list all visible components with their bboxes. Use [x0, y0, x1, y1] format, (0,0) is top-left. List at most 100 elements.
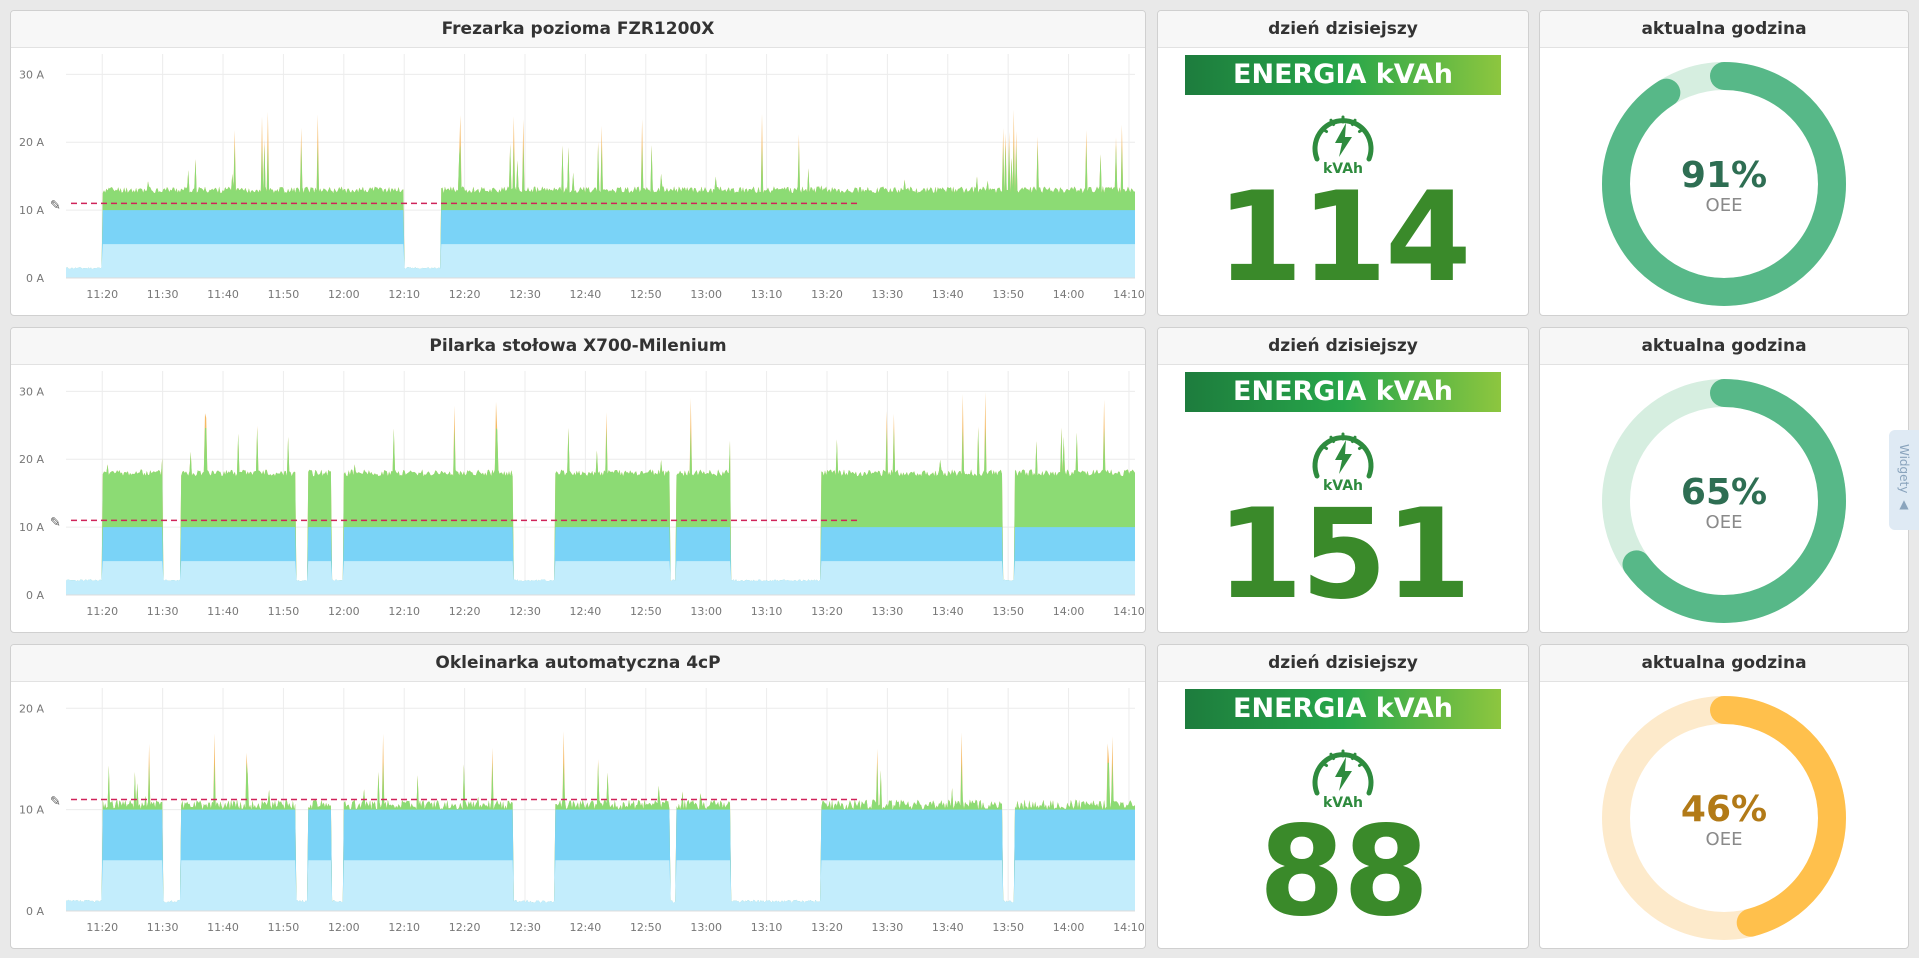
icon-tick	[1320, 761, 1329, 767]
x-tick-label: 14:00	[1053, 288, 1085, 301]
y-tick-label: 0 A	[26, 272, 44, 285]
threshold-icon: ✎	[50, 198, 61, 213]
energy-header: dzień dzisiejszy	[1158, 645, 1528, 682]
oee-percent: 46%	[1681, 789, 1767, 830]
energy-panel-1: dzień dzisiejszy ENERGIA kVAh kVAh 114	[1157, 10, 1529, 316]
x-tick-label: 11:50	[268, 921, 300, 934]
x-tick-label: 13:20	[811, 921, 843, 934]
x-tick-label: 11:50	[268, 288, 300, 301]
x-tick-label: 13:30	[872, 605, 904, 618]
y-tick-label: 30 A	[19, 385, 44, 398]
y-tick-label: 20 A	[19, 702, 44, 715]
x-tick-label: 13:00	[690, 921, 722, 934]
x-tick-label: 12:30	[509, 605, 541, 618]
x-tick-label: 11:40	[207, 605, 239, 618]
energy-panel-2: dzień dzisiejszy ENERGIA kVAh kVAh 151	[1157, 327, 1529, 633]
x-tick-label: 13:30	[872, 288, 904, 301]
threshold-icon: ✎	[50, 515, 61, 530]
energy-panel-3: dzień dzisiejszy ENERGIA kVAh kVAh 88	[1157, 644, 1529, 949]
x-tick-label: 11:30	[147, 605, 179, 618]
x-tick-label: 12:20	[449, 605, 481, 618]
x-tick-label: 14:00	[1053, 605, 1085, 618]
x-tick-label: 12:20	[449, 921, 481, 934]
x-tick-label: 11:20	[86, 605, 118, 618]
x-tick-label: 13:00	[690, 288, 722, 301]
icon-tick	[1357, 761, 1366, 767]
x-tick-label: 12:00	[328, 605, 360, 618]
energy-value: 114	[1216, 166, 1472, 310]
x-tick-label: 14:10	[1113, 921, 1145, 934]
lightning-bolt	[1335, 123, 1352, 157]
icon-tick	[1329, 118, 1335, 127]
oee-gauge: 46%OEE	[1602, 696, 1846, 940]
x-tick-label: 12:00	[328, 288, 360, 301]
threshold-icon: ✎	[50, 795, 61, 810]
oee-label: OEE	[1706, 512, 1743, 533]
y-tick-label: 10 A	[19, 204, 44, 217]
series-base-area	[66, 860, 1135, 911]
x-tick-label: 12:10	[388, 288, 420, 301]
chart-panel-2: Pilarka stołowa X700-Milenium ✎ 0 A 10 A 20…	[10, 327, 1146, 633]
icon-tick	[1329, 752, 1335, 761]
oee-percent: 91%	[1681, 155, 1767, 196]
gauge-value-arc	[1602, 62, 1846, 306]
series-idle-area	[66, 579, 1135, 595]
chart-panel-3: Okleinarka automatyczna 4cP ✎ 0 A 10 A 20 A…	[10, 644, 1146, 949]
lightning-bolt	[1335, 757, 1352, 791]
icon-tick	[1357, 127, 1366, 133]
x-tick-label: 11:30	[147, 288, 179, 301]
energy-gauge-icon	[1312, 749, 1374, 796]
x-tick-label: 13:50	[992, 288, 1024, 301]
energy-header: dzień dzisiejszy	[1158, 11, 1528, 48]
x-tick-label: 12:30	[509, 288, 541, 301]
oee-label: OEE	[1706, 195, 1743, 216]
energy-value: 88	[1258, 800, 1430, 944]
x-tick-label: 13:10	[751, 921, 783, 934]
widgets-tab-label: Widgety ▲	[1897, 444, 1911, 512]
current-chart[interactable]: ✎ 0 A 10 A 20 A 11:20 11:30 11:40 11:50 12:00 12:…	[11, 682, 1145, 949]
oee-percent: 65%	[1681, 472, 1767, 513]
icon-tick	[1351, 752, 1357, 761]
x-tick-label: 11:20	[86, 921, 118, 934]
energy-banner: ENERGIA kVAh	[1185, 55, 1501, 95]
chart-title: Pilarka stołowa X700-Milenium	[11, 328, 1145, 365]
lightning-bolt	[1335, 440, 1352, 474]
oee-label: OEE	[1706, 829, 1743, 850]
energy-gauge-icon	[1312, 432, 1374, 479]
chart-title: Okleinarka automatyczna 4cP	[11, 645, 1145, 682]
x-tick-label: 13:40	[932, 605, 964, 618]
series-idle-area	[66, 267, 1135, 278]
x-tick-label: 13:40	[932, 288, 964, 301]
x-tick-label: 13:30	[872, 921, 904, 934]
x-tick-label: 12:50	[630, 288, 662, 301]
icon-tick	[1320, 444, 1329, 450]
energy-banner: ENERGIA kVAh	[1185, 372, 1501, 412]
widgets-side-tab[interactable]: Widgety ▲	[1889, 430, 1919, 530]
oee-gauge: 65%OEE	[1602, 379, 1846, 623]
x-tick-label: 13:40	[932, 921, 964, 934]
y-tick-label: 20 A	[19, 453, 44, 466]
x-tick-label: 12:20	[449, 288, 481, 301]
x-tick-label: 12:10	[388, 605, 420, 618]
x-tick-label: 14:10	[1113, 605, 1145, 618]
current-chart[interactable]: ✎ 0 A 10 A 20 A 30 A 11:20 11:30 11:40 11:50 12:0…	[11, 365, 1145, 633]
x-tick-label: 11:40	[207, 288, 239, 301]
x-tick-label: 13:50	[992, 605, 1024, 618]
x-tick-label: 12:30	[509, 921, 541, 934]
x-tick-label: 13:50	[992, 921, 1024, 934]
x-tick-label: 11:20	[86, 288, 118, 301]
energy-header: dzień dzisiejszy	[1158, 328, 1528, 365]
x-tick-label: 11:40	[207, 921, 239, 934]
x-tick-label: 13:20	[811, 288, 843, 301]
series-idle-area	[66, 899, 1135, 911]
oee-header: aktualna godzina	[1540, 328, 1908, 365]
icon-tick	[1329, 435, 1335, 444]
energy-value: 151	[1216, 483, 1472, 627]
x-tick-label: 12:50	[630, 605, 662, 618]
icon-tick	[1357, 444, 1366, 450]
energy-unit: kVAh	[1323, 161, 1363, 177]
oee-gauge: 91%OEE	[1602, 62, 1846, 306]
current-chart[interactable]: ✎ 0 A 10 A 20 A 30 A 11:20 11:30 11:40 11:50 12:0…	[11, 48, 1145, 316]
x-tick-label: 12:00	[328, 921, 360, 934]
x-tick-label: 13:10	[751, 288, 783, 301]
